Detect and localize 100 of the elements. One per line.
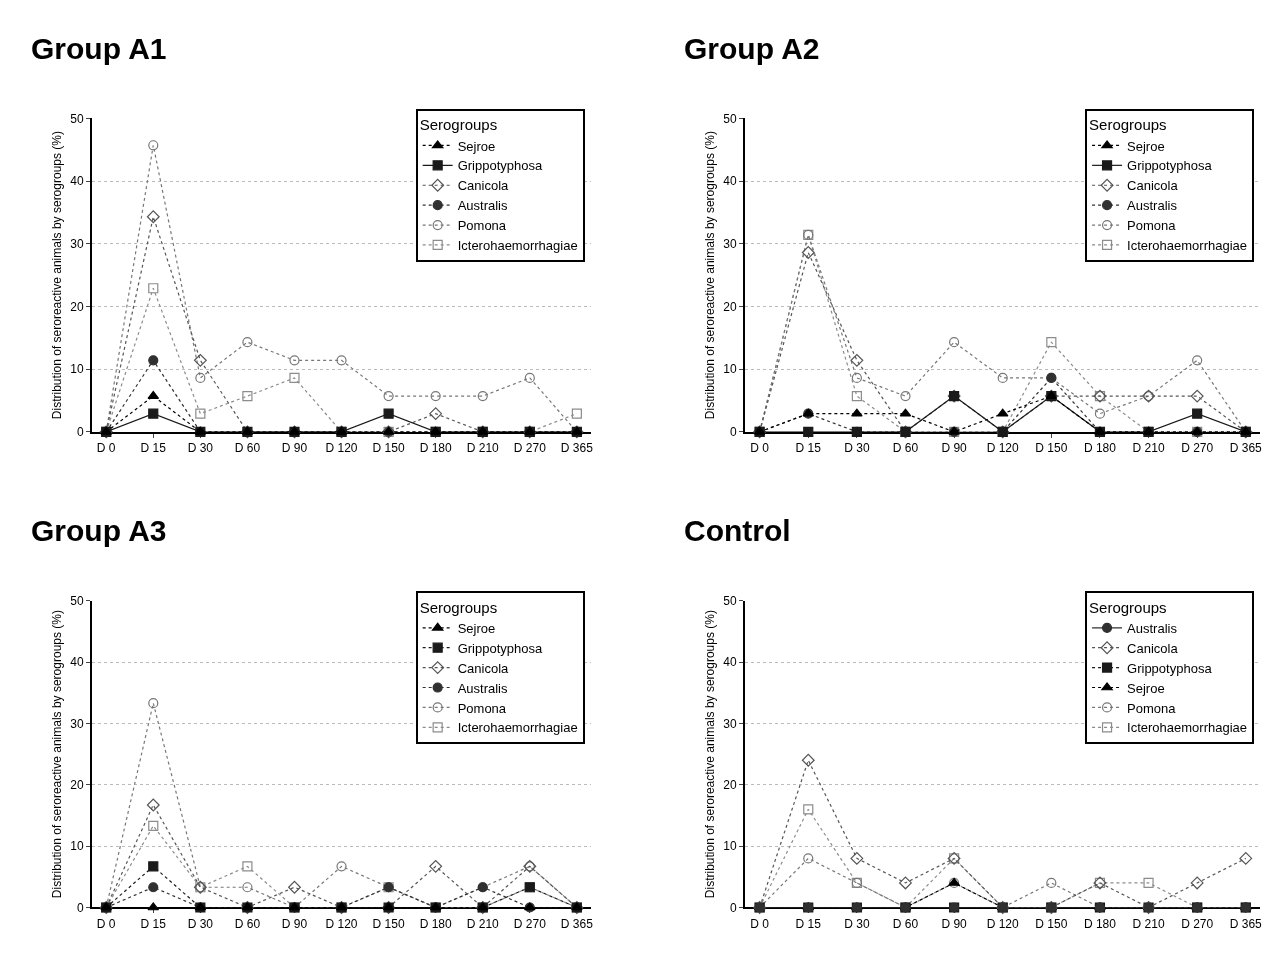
y-tick-label: 20 (70, 299, 85, 314)
x-tick-label: D 180 (419, 441, 452, 456)
legend-label: Icterohaemorrhagiae (457, 238, 578, 254)
x-tick-label: D 90 (281, 916, 308, 931)
x-tick-label: D 60 (892, 441, 919, 456)
y-tick-label: 20 (723, 299, 737, 314)
x-tick-label: D 180 (419, 916, 452, 931)
legend-label: Australis (1127, 620, 1178, 636)
y-tick-label: 0 (729, 425, 737, 440)
x-tick-label: D 365 (560, 441, 594, 456)
legend-title: Serogroups (1089, 598, 1167, 616)
x-tick-label: D 30 (844, 916, 870, 931)
legend-label: Grippotyphosa (1127, 660, 1213, 676)
legend-title: Serogroups (419, 598, 498, 616)
x-tick-label: D 0 (96, 441, 116, 456)
y-tick-label: 0 (729, 900, 737, 915)
x-tick-label: D 180 (1083, 441, 1117, 456)
y-tick-label: 40 (723, 174, 737, 189)
legend-label: Sejroe (457, 138, 496, 154)
x-tick-label: D 90 (941, 916, 968, 931)
y-axis-title: Distribution of seroreactive animals by serogroups (%) (50, 610, 65, 899)
y-tick-label: 0 (77, 425, 85, 440)
x-tick-label: D 150 (372, 441, 405, 456)
legend-label: Grippotyphosa (1127, 158, 1213, 174)
y-tick-label: 40 (723, 655, 737, 670)
x-tick-label: D 150 (1035, 916, 1068, 931)
y-axis-title: Distribution of seroreactive animals by serogroups (%) (703, 131, 718, 420)
chart-title: Group A3 (31, 514, 167, 547)
x-tick-label: D 0 (96, 916, 116, 931)
y-axis-title: Distribution of seroreactive animals by serogroups (%) (50, 131, 65, 420)
y-tick-label: 20 (70, 777, 85, 792)
y-tick-label: 40 (70, 655, 85, 670)
legend-label: Australis (457, 198, 509, 214)
x-tick-label: D 15 (795, 916, 822, 931)
x-tick-label: D 210 (1132, 916, 1165, 931)
x-tick-label: D 365 (1229, 441, 1263, 456)
y-tick-label: 10 (70, 839, 85, 854)
legend-label: Icterohaemorrhagiae (1127, 238, 1248, 254)
x-tick-label: D 150 (372, 916, 405, 931)
x-tick-label: D 120 (325, 441, 358, 456)
x-tick-label: D 60 (892, 916, 919, 931)
legend-label: Sejroe (1127, 680, 1165, 696)
legend-label: Australis (1127, 198, 1178, 214)
x-tick-label: D 90 (281, 441, 308, 456)
x-tick-label: D 270 (513, 441, 547, 456)
chart-title: Group A1 (31, 32, 167, 65)
x-tick-label: D 180 (1083, 916, 1117, 931)
y-tick-label: 30 (723, 716, 737, 731)
x-tick-label: D 210 (466, 441, 500, 456)
x-tick-label: D 60 (234, 441, 261, 456)
chart-title: Group A2 (684, 32, 820, 65)
x-tick-label: D 30 (187, 916, 214, 931)
legend-label: Icterohaemorrhagiae (457, 720, 578, 736)
x-tick-label: D 120 (325, 916, 358, 931)
y-tick-label: 30 (723, 236, 737, 251)
x-tick-label: D 150 (1035, 441, 1068, 456)
legend-label: Canicola (457, 178, 510, 194)
x-tick-label: D 365 (1229, 916, 1263, 931)
x-tick-label: D 0 (750, 916, 770, 931)
x-tick-label: D 30 (844, 441, 870, 456)
legend-label: Sejroe (1127, 138, 1165, 154)
y-tick-label: 50 (723, 111, 737, 126)
legend-label: Icterohaemorrhagiae (1127, 720, 1248, 736)
x-tick-label: D 30 (187, 441, 214, 456)
legend-label: Australis (457, 680, 509, 696)
legend-label: Sejroe (457, 620, 496, 636)
y-tick-label: 10 (723, 839, 737, 854)
y-tick-label: 50 (70, 593, 85, 608)
x-tick-label: D 0 (750, 441, 770, 456)
legend-label: Pomona (1127, 700, 1177, 716)
x-tick-label: D 365 (560, 916, 594, 931)
y-tick-label: 50 (70, 111, 85, 126)
y-tick-label: 0 (77, 900, 85, 915)
x-tick-label: D 270 (1181, 916, 1214, 931)
legend-label: Grippotyphosa (457, 640, 543, 656)
y-tick-label: 10 (70, 362, 85, 377)
x-tick-label: D 60 (234, 916, 261, 931)
x-tick-label: D 90 (941, 441, 968, 456)
legend-label: Grippotyphosa (457, 158, 543, 174)
y-tick-label: 20 (723, 777, 737, 792)
y-tick-label: 30 (70, 716, 85, 731)
legend-label: Canicola (1127, 640, 1179, 656)
legend-label: Pomona (457, 218, 507, 234)
legend-label: Pomona (457, 700, 507, 716)
x-tick-label: D 210 (466, 916, 500, 931)
x-tick-label: D 15 (140, 916, 167, 931)
legend-title: Serogroups (419, 116, 498, 134)
x-tick-label: D 15 (795, 441, 822, 456)
legend-label: Canicola (457, 660, 510, 676)
y-tick-label: 10 (723, 362, 737, 377)
y-tick-label: 50 (723, 593, 737, 608)
legend-title: Serogroups (1089, 116, 1167, 134)
x-tick-label: D 120 (986, 441, 1020, 456)
chart-title: Control (684, 514, 791, 547)
x-tick-label: D 210 (1132, 441, 1165, 456)
y-tick-label: 40 (70, 174, 85, 189)
x-tick-label: D 270 (513, 916, 547, 931)
y-tick-label: 30 (70, 236, 85, 251)
x-tick-label: D 270 (1181, 441, 1214, 456)
legend-label: Pomona (1127, 218, 1177, 234)
